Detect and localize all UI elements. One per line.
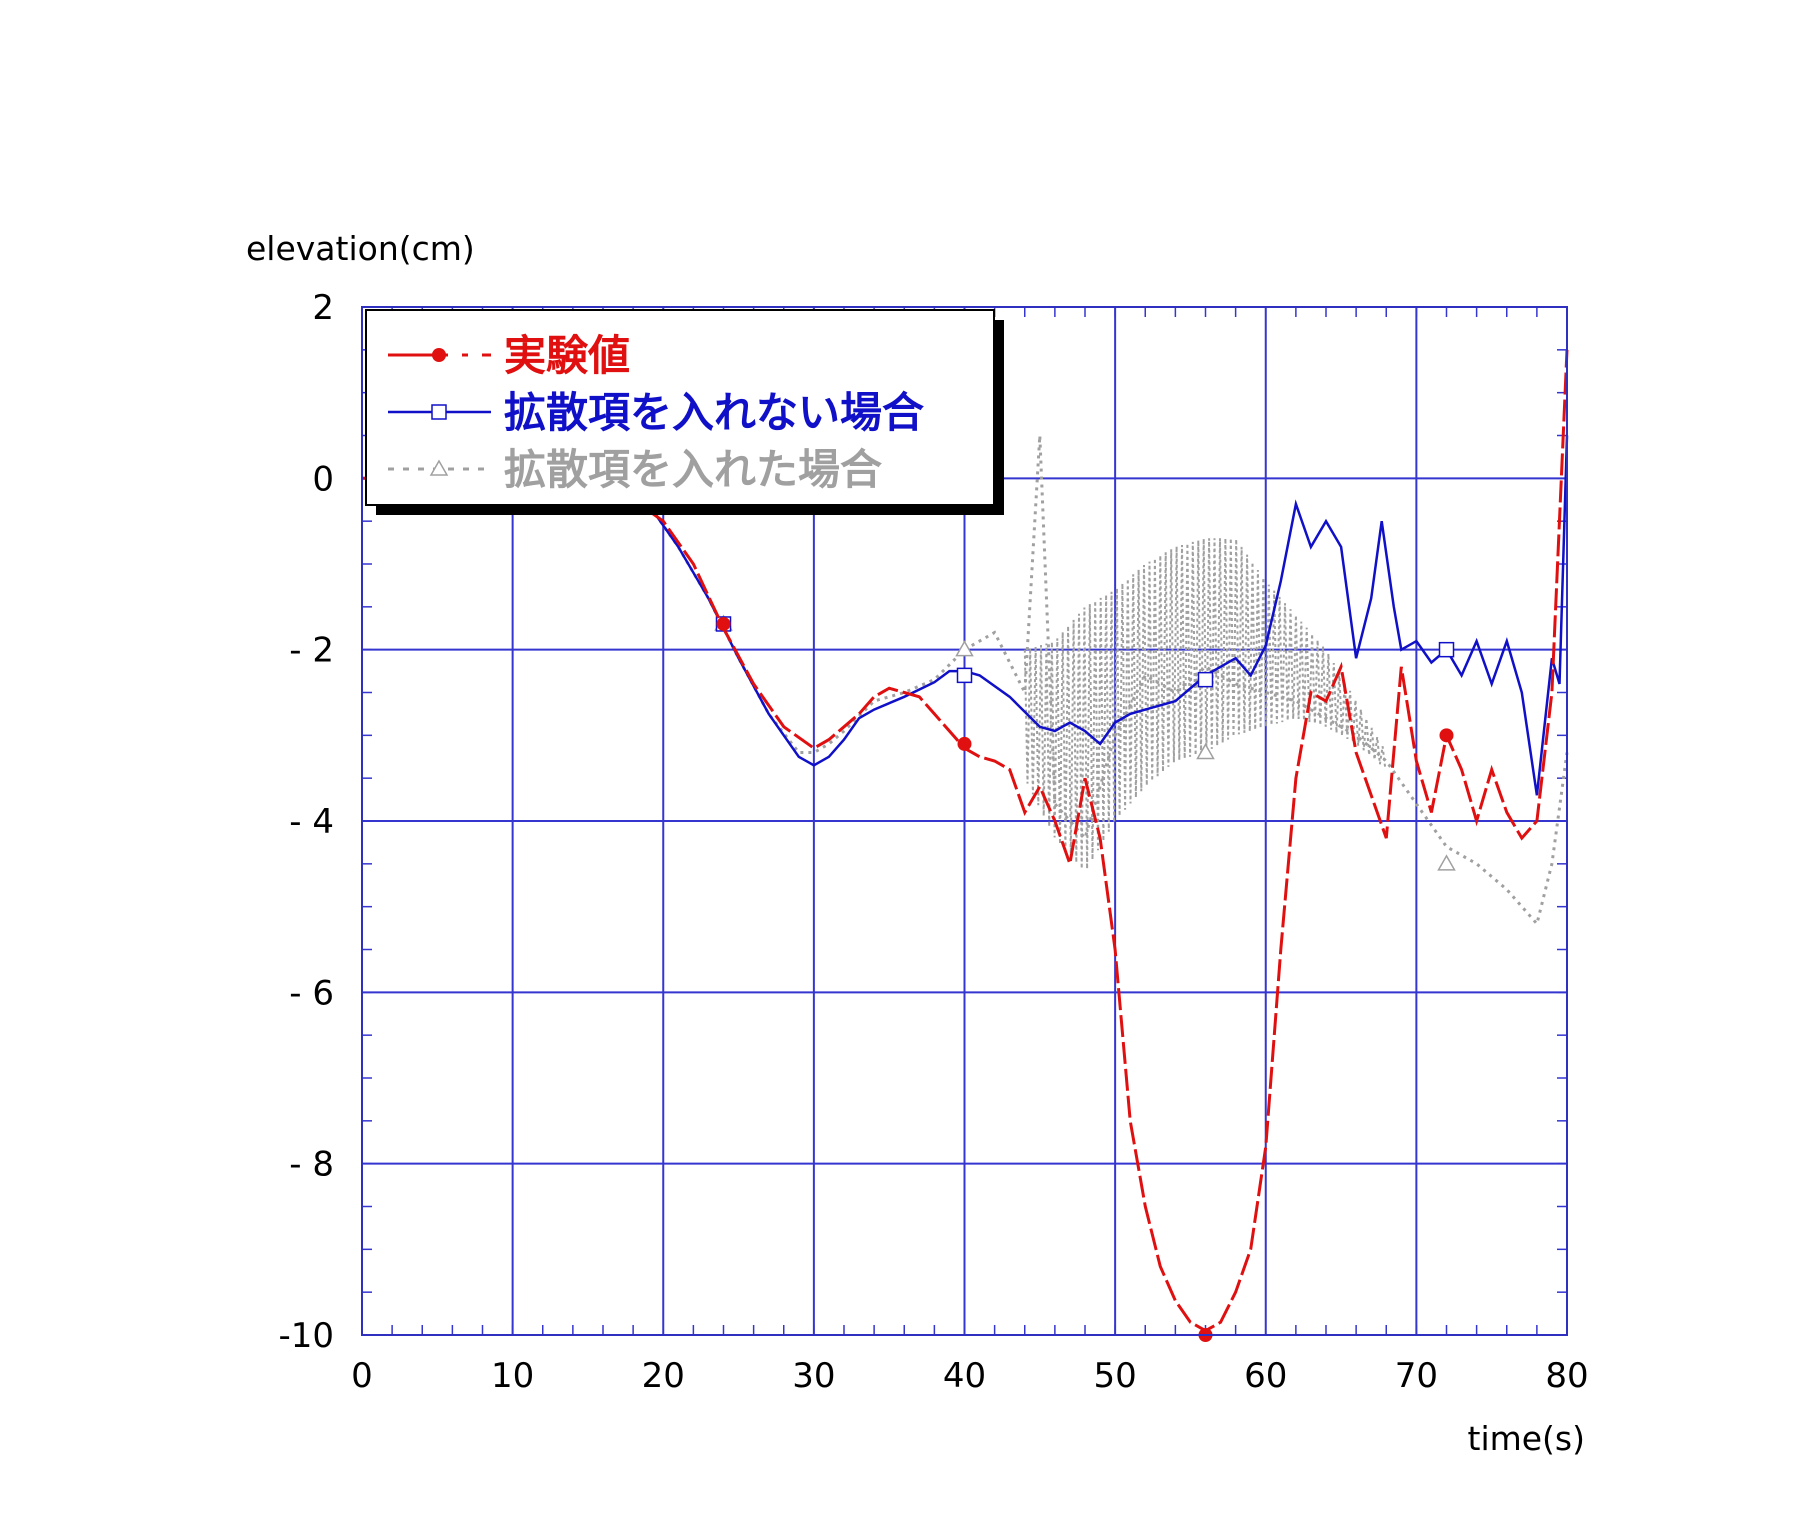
x-tick-label: 50 xyxy=(1093,1356,1136,1396)
series-marker xyxy=(431,404,447,420)
series-marker xyxy=(432,348,446,362)
y-tick-label: - 2 xyxy=(289,631,334,671)
y-tick-label: - 4 xyxy=(289,802,334,842)
y-tick-label: - 6 xyxy=(289,973,334,1013)
x-tick-label: 70 xyxy=(1395,1356,1438,1396)
x-axis-title: time(s) xyxy=(1468,1419,1586,1458)
x-tick-label: 20 xyxy=(642,1356,685,1396)
y-axis-title: elevation(cm) xyxy=(246,229,475,268)
series-marker xyxy=(955,640,974,657)
series-marker xyxy=(1197,671,1214,688)
series-band xyxy=(1023,538,1387,869)
series-marker xyxy=(716,616,731,631)
y-tick-label: - 8 xyxy=(289,1145,334,1185)
legend-label: 拡散項を入れた場合 xyxy=(504,445,882,494)
series-marker xyxy=(957,736,972,751)
series-layer xyxy=(362,349,1569,1342)
series-marker xyxy=(1439,728,1454,743)
series-line xyxy=(362,349,1569,1333)
x-tick-label: 80 xyxy=(1545,1356,1588,1396)
x-tick-label: 10 xyxy=(491,1356,534,1396)
y-tick-label: 2 xyxy=(312,288,334,328)
series-marker xyxy=(1196,742,1215,760)
x-tick-label: 40 xyxy=(943,1356,986,1396)
y-tick-label: -10 xyxy=(278,1316,334,1356)
x-tick-labels: 0 10 20 30 40 50 60 70 80 xyxy=(351,1356,1588,1396)
series-marker xyxy=(429,459,449,476)
x-tick-label: 0 xyxy=(351,1356,373,1396)
series-marker xyxy=(1438,641,1455,658)
x-tick-label: 60 xyxy=(1244,1356,1287,1396)
series-dashed xyxy=(362,349,1569,1342)
series-marker xyxy=(1437,854,1456,871)
legend-box xyxy=(365,309,995,506)
y-tick-labels: 2 0 - 2 - 4 - 6 - 8 -10 xyxy=(278,288,334,1356)
series-marker xyxy=(956,667,973,684)
legend-label: 拡散項を入れない場合 xyxy=(504,388,924,437)
y-tick-label: 0 xyxy=(312,459,334,499)
plot-frame xyxy=(361,306,1568,1336)
legend-label: 実験値 xyxy=(504,331,630,380)
x-tick-label: 30 xyxy=(792,1356,835,1396)
